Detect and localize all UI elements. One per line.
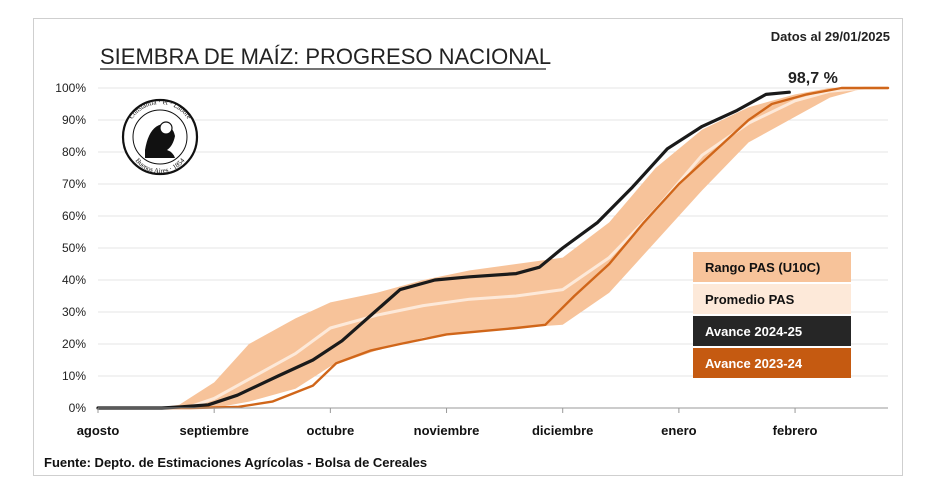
x-tick-label: noviembre (414, 423, 480, 438)
bolsa-seal-logo: Constantia · et · Labore Buenos Aires · … (121, 98, 199, 176)
y-tick-label: 10% (62, 369, 86, 383)
y-tick-label: 80% (62, 145, 86, 159)
legend-swatch (693, 252, 851, 282)
series-line-2023-24 (96, 86, 890, 410)
series-line-promedio (96, 86, 890, 410)
y-tick-label: 60% (62, 209, 86, 223)
x-tick-label: diciembre (532, 423, 593, 438)
legend-swatch (693, 284, 851, 314)
x-tick-label: septiembre (179, 423, 248, 438)
y-tick-label: 50% (62, 241, 86, 255)
x-tick-label: febrero (773, 423, 818, 438)
series-layer (96, 86, 890, 410)
legend-swatch (693, 348, 851, 378)
y-tick-label: 0% (69, 401, 87, 415)
final-value-label: 98,7 % (788, 70, 838, 87)
x-tick-label: octubre (307, 423, 355, 438)
y-tick-label: 70% (62, 177, 86, 191)
y-tick-label: 20% (62, 337, 86, 351)
date-note: Datos al 29/01/2025 (771, 29, 890, 44)
chart-legend: Rango PAS (U10C) Promedio PAS Avance 2024-… (693, 252, 851, 378)
y-tick-label: 90% (62, 113, 86, 127)
y-tick-label: 100% (55, 81, 86, 95)
source-note: Fuente: Depto. de Estimaciones Agrícolas… (44, 455, 427, 470)
chart-title: SIEMBRA DE MAÍZ: PROGRESO NACIONAL (100, 44, 551, 69)
legend-swatch (693, 316, 851, 346)
x-tick-label: enero (661, 423, 696, 438)
x-tick-label: agosto (77, 423, 120, 438)
legend-label: Avance 2023-24 (705, 356, 803, 371)
legend-label: Avance 2024-25 (705, 324, 802, 339)
legend-label: Promedio PAS (705, 292, 795, 307)
y-tick-label: 30% (62, 305, 86, 319)
series-line-2024-25 (96, 90, 791, 410)
y-tick-label: 40% (62, 273, 86, 287)
legend-label: Rango PAS (U10C) (705, 260, 820, 275)
axis-layer: 0% 10% 20% 30% 40% 50% 60% 70% 80% 90% 100% agosto s… (55, 81, 888, 438)
